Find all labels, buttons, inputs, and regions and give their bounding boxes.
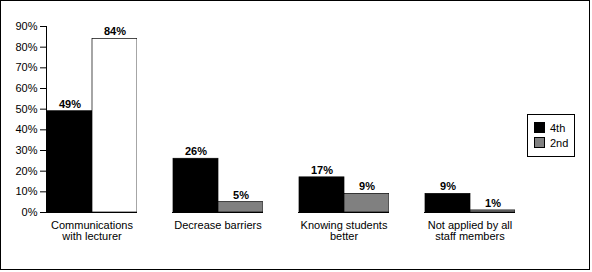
svg-text:0%: 0%	[22, 206, 38, 218]
svg-text:5%: 5%	[233, 189, 249, 201]
svg-text:80%: 80%	[15, 41, 37, 53]
svg-text:1%: 1%	[485, 197, 501, 209]
svg-text:70%: 70%	[15, 61, 37, 73]
svg-text:Communicationswith lecturer: Communicationswith lecturer	[51, 219, 133, 242]
svg-text:50%: 50%	[15, 103, 37, 115]
svg-text:9%: 9%	[359, 180, 375, 192]
svg-text:40%: 40%	[15, 123, 37, 135]
svg-text:30%: 30%	[15, 144, 37, 156]
svg-text:20%: 20%	[15, 165, 37, 177]
svg-text:49%: 49%	[59, 98, 81, 110]
svg-text:84%: 84%	[104, 25, 126, 37]
svg-text:60%: 60%	[15, 82, 37, 94]
svg-text:26%: 26%	[185, 145, 207, 157]
html-text:4th: 4th	[550, 121, 566, 134]
svg-text:Decrease barriers: Decrease barriers	[174, 219, 262, 231]
svg-text:10%: 10%	[15, 185, 37, 197]
svg-text:Knowing studentsbetter: Knowing studentsbetter	[301, 219, 388, 242]
svg-text:17%: 17%	[311, 164, 333, 176]
svg-text:9%: 9%	[440, 180, 456, 192]
svg-text:90%: 90%	[15, 20, 37, 32]
html-text:2nd: 2nd	[550, 136, 569, 149]
svg-text:Not applied by allstaff member: Not applied by allstaff members	[428, 219, 512, 242]
